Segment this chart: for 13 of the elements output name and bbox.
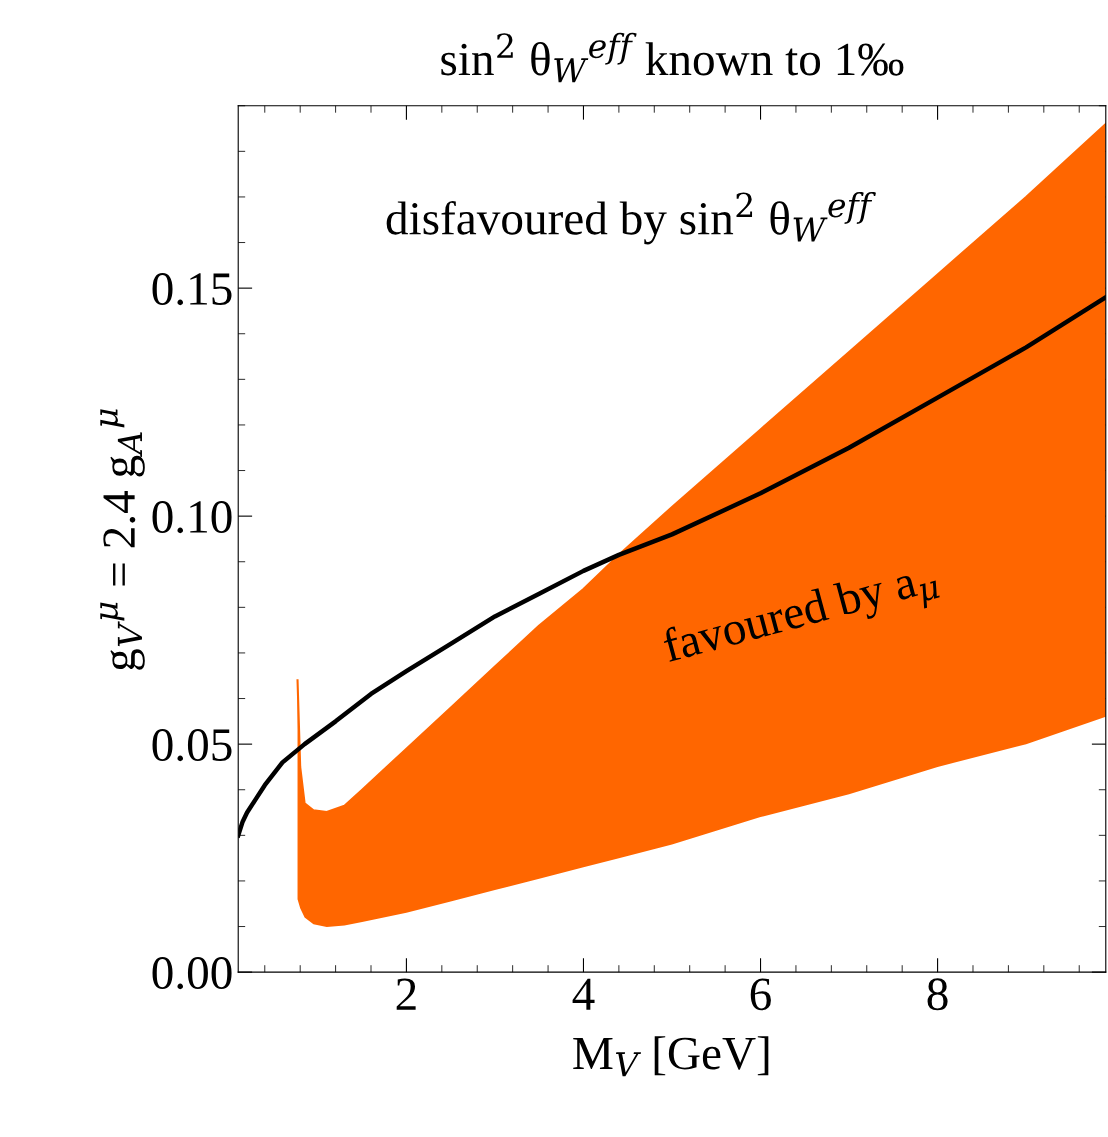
x-tick-label: 4 <box>572 978 595 1010</box>
y-tick-label: 0.05 <box>152 729 232 762</box>
y-axis-title: g$_{V}$$^{μ}$ = 2.4 g$_{A}$$^{μ}$ <box>100 409 145 670</box>
x-tick-label: 2 <box>396 978 416 1010</box>
y-tick-label: 0.00 <box>152 957 232 990</box>
x-tick-label: 8 <box>927 978 948 1011</box>
x-tick-label: 6 <box>750 978 771 1011</box>
x-axis-title: M$_{V}$ [GeV] <box>573 1036 769 1077</box>
annotation: disfavoured by sin$^{2}$ θ$_{W}$$^{eff}$ <box>386 191 876 245</box>
y-tick-label: 0.15 <box>152 273 232 306</box>
chart-title: sin$^{2}$ θ$_{W}$$^{eff}$ known to 1‰ <box>441 32 904 83</box>
y-tick-label: 0.10 <box>152 501 232 534</box>
annotation: favoured by a$_{μ}$ <box>660 557 942 676</box>
